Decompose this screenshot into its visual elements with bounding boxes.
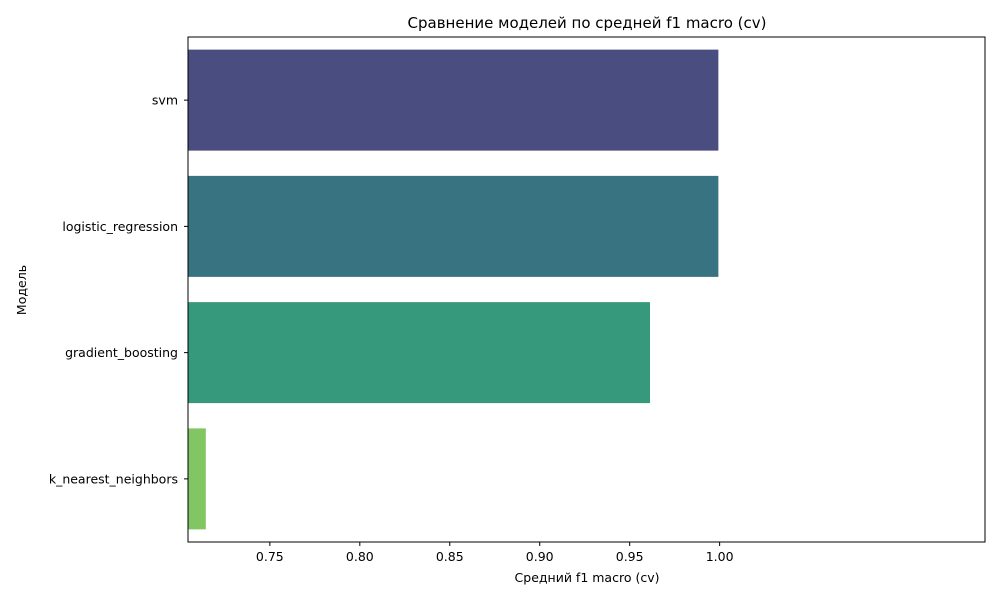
plot-frame	[187, 36, 986, 543]
y-axis-label: Модель	[14, 265, 29, 315]
x-tick-label: 0.75	[256, 549, 284, 564]
x-tick-label: 0.95	[616, 549, 644, 564]
x-tick-label: 0.80	[346, 549, 374, 564]
bars-group	[188, 49, 719, 530]
y-tick-label: k_nearest_neighbors	[49, 471, 178, 486]
y-axis: svm logistic_regression gradient_boostingk…	[49, 93, 188, 486]
bar-gradient-boosting	[188, 302, 651, 404]
x-tick-label: 1.00	[706, 549, 734, 564]
x-axis-label: Средний f1 macro (cv)	[515, 570, 660, 585]
bar-svm	[188, 49, 719, 151]
x-tick-label: 0.90	[526, 549, 554, 564]
bar-k-nearest-neighbors	[188, 428, 206, 530]
y-tick-label: svm	[152, 93, 178, 108]
x-tick-label: 0.85	[436, 549, 464, 564]
chart-title: Сравнение моделей по средней f1 macro (c…	[408, 14, 767, 32]
y-tick-label: gradient_boosting	[65, 345, 178, 360]
bar-logistic-regression	[188, 175, 719, 277]
y-tick-label: logistic_regression	[62, 219, 178, 234]
x-axis: 0.75 0.80 0.85 0.90 0.95 1.00	[256, 542, 734, 564]
